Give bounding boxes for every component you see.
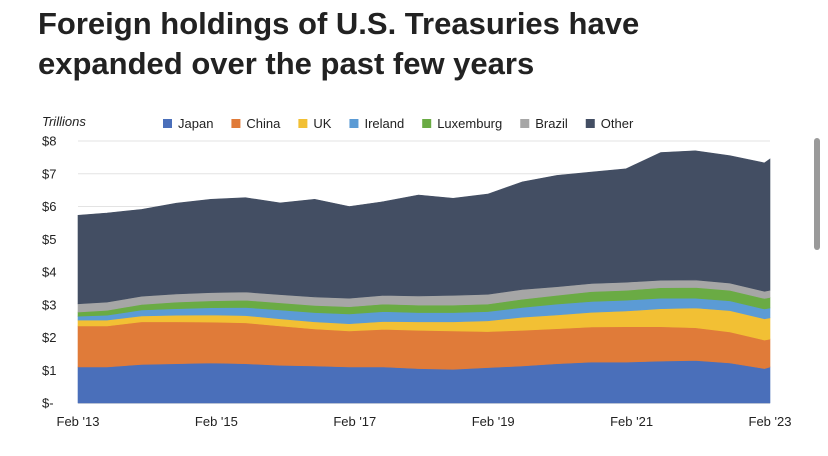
axes: $- $1 $2 $3 $4 $5 $6 $7 $8 Trillions Feb '13 Feb '1… [42,114,791,429]
legend-swatch-brazil [520,119,530,128]
headline-line-1: Foreign holdings of U.S. Treasuries have [38,6,640,41]
y-axis-label: Trillions [42,114,86,129]
x-tick-label: Feb '21 [610,414,653,429]
x-tick-label: Feb '23 [749,414,792,429]
legend-label-china: China [246,116,281,131]
legend-swatch-luxemburg [422,119,432,128]
area-other [77,150,771,305]
y-tick-label: $3 [42,297,56,312]
legend-label-ireland: Ireland [364,116,404,131]
headline-line-2: expanded over the past few years [38,46,535,81]
legend-swatch-uk [298,119,308,128]
y-tick-label: $8 [42,134,56,149]
y-tick-label: $2 [42,330,56,345]
x-tick-label: Feb '19 [472,414,515,429]
y-tick-label: $- [42,396,54,411]
legend-label-uk: UK [313,116,331,131]
x-tick-label: Feb '15 [195,414,238,429]
legend: Japan China UK Ireland Luxemburg Brazil Other [163,116,634,131]
area-series [77,150,771,404]
y-tick-label: $7 [42,166,56,181]
legend-swatch-ireland [349,119,359,128]
y-tick-label: $5 [42,232,56,247]
legend-label-brazil: Brazil [535,116,568,131]
y-tick-label: $1 [42,363,56,378]
x-tick-label: Feb '13 [57,414,100,429]
headline: Foreign holdings of U.S. Treasuries have… [38,4,798,84]
y-tick-label: $4 [42,265,56,280]
legend-swatch-other [585,119,595,128]
y-tick-label: $6 [42,199,56,214]
legend-label-other: Other [601,116,634,131]
legend-label-luxemburg: Luxemburg [437,116,502,131]
legend-label-japan: Japan [178,116,213,131]
legend-swatch-china [231,119,241,128]
x-tick-label: Feb '17 [333,414,376,429]
legend-swatch-japan [163,119,172,128]
scrollbar[interactable] [814,138,820,250]
